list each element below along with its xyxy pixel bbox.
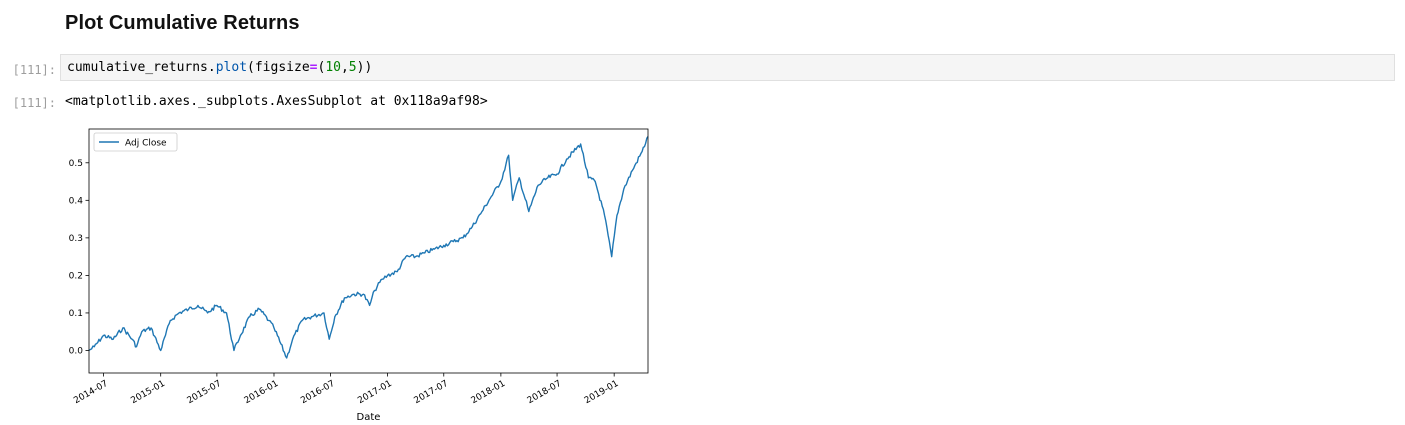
axes-frame <box>88 128 649 374</box>
y-tick-label: 0.4 <box>69 197 84 207</box>
output-text: <matplotlib.axes._subplots.AxesSubplot a… <box>65 94 488 109</box>
x-tick-label: 2015-07 <box>186 379 224 406</box>
code-num-height: 5 <box>348 60 357 75</box>
section-heading: Plot Cumulative Returns <box>65 12 300 34</box>
x-tick-label: 2017-07 <box>412 379 450 406</box>
code-paren-open: ( <box>247 60 255 75</box>
line-chart: 0.0 0.1 0.2 0.3 0.4 0.5 2014-07 2015-01 2015-07 2… <box>69 128 649 423</box>
plot-output: 0.0 0.1 0.2 0.3 0.4 0.5 2014-07 2015-01 2015-07 2… <box>60 120 660 425</box>
y-tick-label: 0.5 <box>69 159 83 169</box>
code-input-cell[interactable]: cumulative_returns.plot(figsize=(10,5)) <box>60 54 1395 81</box>
x-tick-label: 2018-07 <box>526 379 564 406</box>
code-method: plot <box>215 60 248 75</box>
x-tick-label: 2016-07 <box>299 379 337 406</box>
x-tick-label: 2016-01 <box>243 379 281 406</box>
y-tick-label: 0.1 <box>69 309 83 319</box>
code-equals: = <box>309 60 318 75</box>
x-tick-label: 2014-07 <box>72 379 110 406</box>
y-tick-label: 0.2 <box>69 272 83 282</box>
x-tick-label: 2017-01 <box>356 379 394 406</box>
x-axis-label: Date <box>357 412 381 423</box>
code-close: )) <box>356 60 373 75</box>
legend-box <box>93 132 178 152</box>
y-tick-label: 0.3 <box>69 234 83 244</box>
code-text[interactable]: cumulative_returns.plot(figsize=(10,5)) <box>67 60 372 75</box>
legend-label: Adj Close <box>125 139 167 149</box>
y-tick-label: 0.0 <box>69 347 84 357</box>
code-object: cumulative_returns. <box>67 60 216 75</box>
x-tick-label: 2018-01 <box>470 379 508 406</box>
series-line-0 <box>88 136 649 359</box>
code-num-width: 10 <box>325 60 341 75</box>
code-keyword-arg: figsize <box>254 60 310 75</box>
output-prompt: [111]: <box>12 96 56 110</box>
code-comma: , <box>340 60 349 75</box>
x-tick-label: 2019-01 <box>583 379 621 406</box>
input-prompt: [111]: <box>12 63 56 77</box>
code-tuple-open: ( <box>317 60 326 75</box>
x-tick-label: 2015-01 <box>129 379 167 406</box>
